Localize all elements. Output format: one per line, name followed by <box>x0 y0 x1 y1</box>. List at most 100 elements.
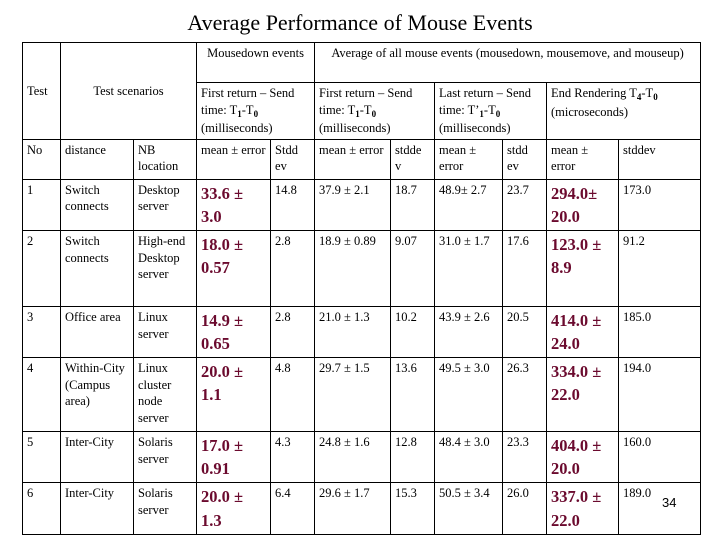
cell-first-return-mean: 24.8 ± 1.6 <box>314 431 392 484</box>
cell-first-return-stdd: 15.3 <box>390 482 436 536</box>
slide-number: 34 <box>662 495 677 510</box>
cell-end-rendering-mean: 123.0 ± 8.9 <box>546 230 620 308</box>
cell-first-return-stdd: 18.7 <box>390 178 436 232</box>
table-row: 3 Office area Linux server 14.9 ± 0.65 2… <box>22 306 702 359</box>
first-return-label: First return – Send time: T <box>319 86 413 117</box>
first-return-header-1: First return – Send time: T1-T0 (millise… <box>196 82 316 140</box>
cell-no: 2 <box>22 230 61 308</box>
subscript-0: 0 <box>253 108 259 119</box>
cell-mousedown-mean: 33.6 ± 3.0 <box>196 178 272 232</box>
cell-last-return-stdd: 23.3 <box>502 431 548 484</box>
cell-last-return-stdd: 26.0 <box>502 482 548 536</box>
col-no: No <box>22 138 61 180</box>
last-return-label: Last return – Send time: T’ <box>439 86 532 117</box>
cell-distance: Switch connects <box>60 178 134 232</box>
cell-last-return-stdd: 23.7 <box>502 178 548 232</box>
col-stdd-3: stdd ev <box>502 138 548 180</box>
mousedown-events-header: Mousedown events <box>196 42 316 83</box>
cell-first-return-stdd: 9.07 <box>390 230 436 308</box>
table-row: 4 Within-City (Campus area) Linux cluste… <box>22 357 702 433</box>
first-return-header-2: First return – Send time: T1-T0 (millise… <box>314 82 436 140</box>
subscript-1: 1 <box>355 108 360 119</box>
cell-last-return-stdd: 17.6 <box>502 230 548 308</box>
cell-last-return-mean: 43.9 ± 2.6 <box>434 306 504 359</box>
cell-distance: Within-City (Campus area) <box>60 357 134 433</box>
cell-first-return-stdd: 13.6 <box>390 357 436 433</box>
cell-location: Solaris server <box>132 431 198 484</box>
cell-distance: Office area <box>60 306 134 359</box>
col-stdd-1: Stdd ev <box>270 138 316 180</box>
cell-end-rendering-mean: 294.0± 20.0 <box>546 178 620 232</box>
cell-no: 6 <box>22 482 61 536</box>
test-header: Test <box>22 42 61 140</box>
cell-last-return-mean: 31.0 ± 1.7 <box>434 230 504 308</box>
cell-location: Solaris server <box>132 482 198 536</box>
cell-location: Linux cluster node server <box>132 357 198 433</box>
cell-end-rendering-stdd: 91.2 <box>618 230 702 308</box>
subscript-1: 1 <box>237 108 242 119</box>
subscript-0: 0 <box>371 108 377 119</box>
cell-mousedown-mean: 20.0 ± 1.1 <box>196 357 272 433</box>
dash-label: -T <box>641 86 654 100</box>
cell-last-return-mean: 48.9± 2.7 <box>434 178 504 232</box>
header-row-1: Test Test scenarios Mousedown events Ave… <box>22 42 702 140</box>
subscript-4: 4 <box>636 92 642 102</box>
cell-distance: Switch connects <box>60 230 134 308</box>
cell-end-rendering-mean: 337.0 ± 22.0 <box>546 482 620 536</box>
cell-mousedown-mean: 20.0 ± 1.3 <box>196 482 272 536</box>
last-return-header: Last return – Send time: T’1-T0 (millise… <box>434 82 548 140</box>
dash-label: -T <box>359 102 372 117</box>
dash-label: -T <box>483 102 496 117</box>
performance-table: Test Test scenarios Mousedown events Ave… <box>22 42 702 536</box>
table-row: 1 Switch connects Desktop server 33.6 ± … <box>22 178 702 232</box>
end-rendering-header: End Rendering T4-T0 (microseconds) <box>546 82 702 140</box>
cell-mousedown-stdd: 6.4 <box>270 482 316 536</box>
col-mean-error-3: mean ± error <box>434 138 504 180</box>
cell-mousedown-mean: 14.9 ± 0.65 <box>196 306 272 359</box>
cell-no: 3 <box>22 306 61 359</box>
cell-mousedown-stdd: 14.8 <box>270 178 316 232</box>
first-return-label: First return – Send time: T <box>201 86 295 117</box>
dash-label: -T <box>241 102 254 117</box>
cell-end-rendering-stdd: 194.0 <box>618 357 702 433</box>
col-stdd-2: stdde v <box>390 138 436 180</box>
table-row: 2 Switch connects High-end Desktop serve… <box>22 230 702 308</box>
cell-last-return-mean: 48.4 ± 3.0 <box>434 431 504 484</box>
cell-end-rendering-stdd: 185.0 <box>618 306 702 359</box>
test-scenarios-header: Test scenarios <box>59 42 198 140</box>
cell-no: 1 <box>22 178 61 232</box>
end-rendering-label: End Rendering T <box>551 86 637 100</box>
cell-distance: Inter-City <box>60 431 134 484</box>
cell-last-return-stdd: 20.5 <box>502 306 548 359</box>
ms-label: (milliseconds) <box>439 121 511 136</box>
ms-label: (milliseconds) <box>319 121 391 136</box>
col-distance: distance <box>60 138 134 180</box>
cell-end-rendering-mean: 404.0 ± 20.0 <box>546 431 620 484</box>
us-label: (microseconds) <box>551 104 629 119</box>
cell-no: 5 <box>22 431 61 484</box>
cell-location: Desktop server <box>132 178 198 232</box>
subscript-0: 0 <box>653 92 658 102</box>
cell-end-rendering-stdd: 160.0 <box>618 431 702 484</box>
avg-all-events-header: Average of all mouse events (mousedown, … <box>314 42 702 83</box>
cell-mousedown-mean: 18.0 ± 0.57 <box>196 230 272 308</box>
cell-mousedown-mean: 17.0 ± 0.91 <box>196 431 272 484</box>
cell-last-return-mean: 50.5 ± 3.4 <box>434 482 504 536</box>
cell-first-return-stdd: 10.2 <box>390 306 436 359</box>
cell-mousedown-stdd: 4.8 <box>270 357 316 433</box>
cell-last-return-mean: 49.5 ± 3.0 <box>434 357 504 433</box>
col-stdd-4: stddev <box>618 138 702 180</box>
cell-mousedown-stdd: 2.8 <box>270 306 316 359</box>
page-title: Average Performance of Mouse Events <box>187 10 533 35</box>
cell-first-return-stdd: 12.8 <box>390 431 436 484</box>
cell-end-rendering-mean: 414.0 ± 24.0 <box>546 306 620 359</box>
col-mean-error-4: mean ± error <box>546 138 620 180</box>
subscript-0: 0 <box>495 108 501 119</box>
ms-label: (milliseconds) <box>201 121 273 136</box>
cell-location: Linux server <box>132 306 198 359</box>
cell-end-rendering-mean: 334.0 ± 22.0 <box>546 357 620 433</box>
subscript-1: 1 <box>479 108 484 119</box>
cell-first-return-mean: 18.9 ± 0.89 <box>314 230 392 308</box>
cell-first-return-mean: 37.9 ± 2.1 <box>314 178 392 232</box>
col-mean-error-1: mean ± error <box>196 138 272 180</box>
